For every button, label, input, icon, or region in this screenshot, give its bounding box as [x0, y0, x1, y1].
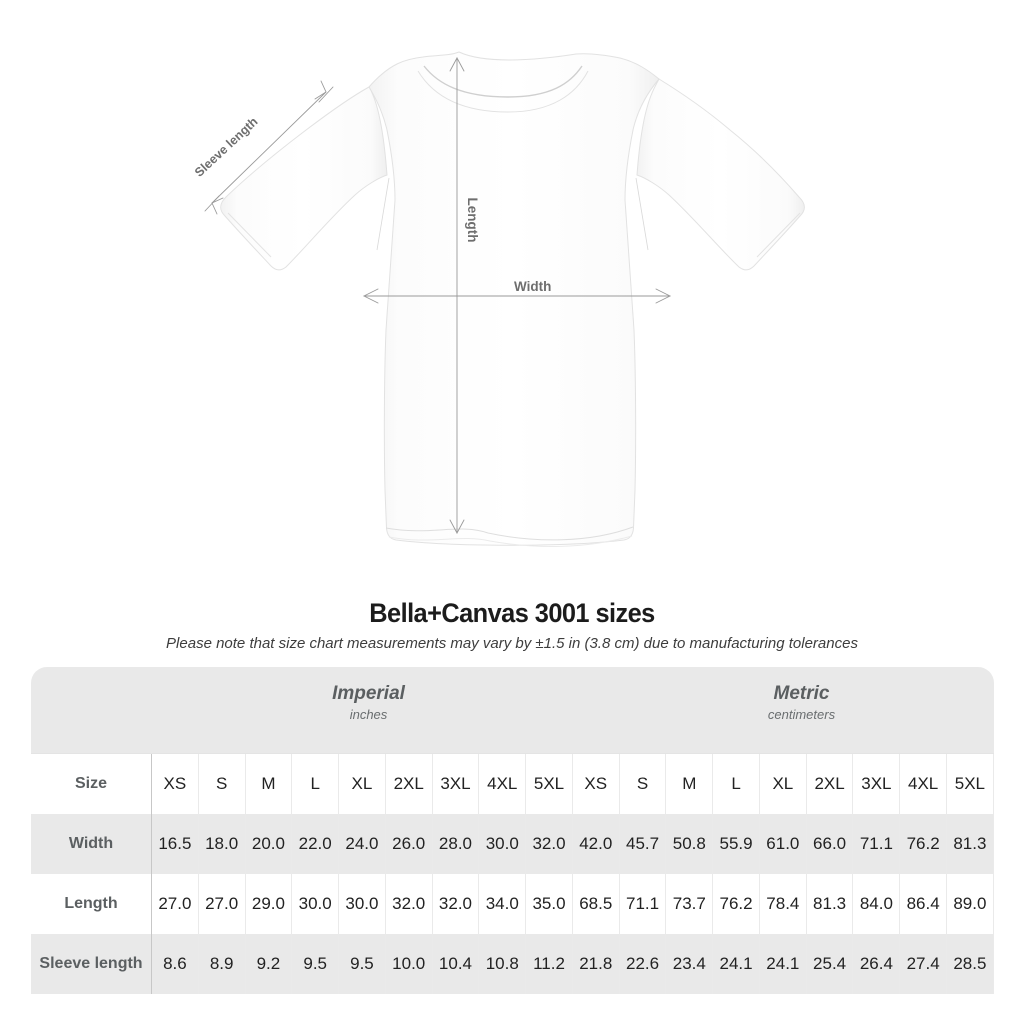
- svg-text:Length: Length: [465, 198, 480, 243]
- svg-text:Width: Width: [514, 279, 551, 294]
- svg-text:Sleeve length: Sleeve length: [192, 114, 260, 179]
